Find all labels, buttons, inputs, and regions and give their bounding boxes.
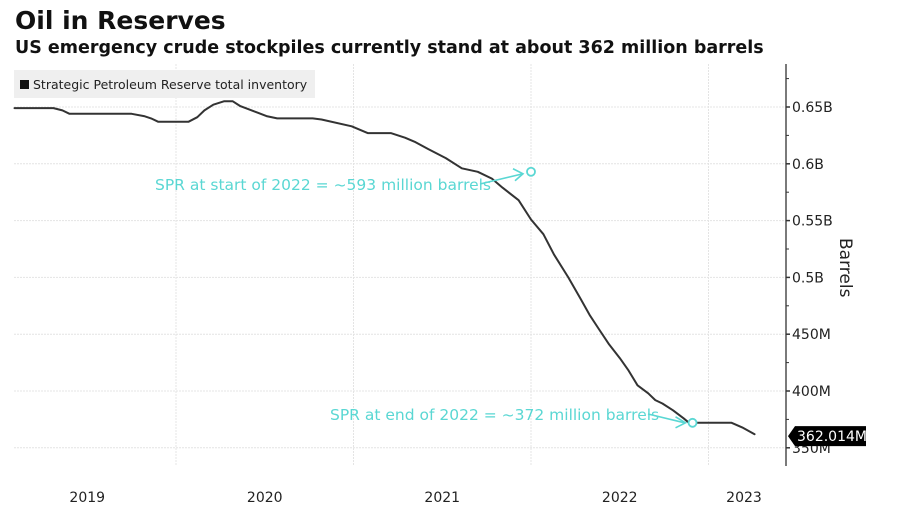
annotation-arrowhead-icon — [512, 168, 525, 182]
legend-swatch-icon — [20, 79, 29, 89]
y-tick-label: 0.65B — [792, 100, 833, 116]
series-layer — [13, 100, 756, 436]
annotations-layer: SPR at start of 2022 = ~593 million barr… — [155, 166, 698, 429]
last-value-label: 362.014M — [797, 429, 867, 445]
annotation-arrowhead-icon — [675, 416, 688, 429]
annotation-point-marker — [526, 166, 536, 177]
chart-title: Oil in Reserves — [15, 6, 226, 35]
legend: Strategic Petroleum Reserve total invent… — [14, 70, 316, 98]
annotation-arrow-line — [479, 172, 524, 185]
legend-label: Strategic Petroleum Reserve total invent… — [33, 76, 308, 92]
y-tick-label: 400M — [792, 384, 831, 400]
annotation-point-marker — [687, 417, 698, 428]
y-tick-label: 0.55B — [792, 214, 833, 230]
x-tick-label: 2022 — [602, 490, 638, 506]
y-axis-title: Barrels — [835, 238, 855, 298]
y-tick-label: 450M — [792, 327, 831, 343]
y-tick-label: 0.5B — [792, 270, 824, 286]
x-tick-label: 2020 — [247, 490, 283, 506]
y-tick-label: 0.6B — [792, 157, 824, 173]
x-tick-label: 2021 — [424, 490, 460, 506]
series-line-spr — [13, 100, 756, 436]
gridlines — [14, 64, 786, 466]
x-tick-label: 2023 — [726, 490, 762, 506]
annotation-end-2022-label: SPR at end of 2022 = ~372 million barrel… — [330, 406, 659, 424]
chart-subtitle: US emergency crude stockpiles currently … — [15, 38, 764, 58]
annotation-arrow-line — [647, 413, 685, 424]
annotation-start-2022-label: SPR at start of 2022 = ~593 million barr… — [155, 176, 491, 194]
last-value-tag — [788, 426, 866, 447]
x-axis: 2019 2020 2021 2022 2023 — [69, 490, 761, 506]
x-tick-label: 2019 — [69, 490, 105, 506]
